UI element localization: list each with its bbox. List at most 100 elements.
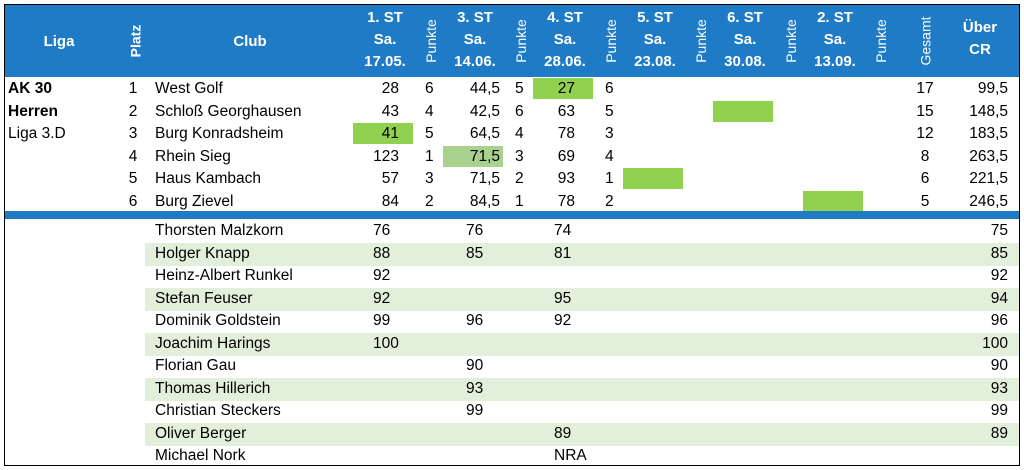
player-score-round-3: 93 [466,380,484,397]
score-round-4: 78 [557,193,575,210]
club-cell: West Golf [155,80,223,97]
club-cell: Haus Kambach [155,170,261,187]
platz-cell: 6 [128,193,138,210]
player-name: Thomas Hillerich [155,380,271,397]
punkte-round-4: 4 [605,148,614,165]
player-cr: 94 [990,290,1008,307]
player-cr: 89 [990,425,1008,442]
header-platz: Platz [127,24,143,58]
player-cr: 90 [990,357,1008,374]
row-band [145,378,1019,401]
player-score-round-3: 85 [466,245,484,262]
score-round-3: 71,5 [469,148,500,165]
score-round-4: 69 [557,148,575,165]
player-score-round-4: 81 [554,245,572,262]
punkte-round-1: 3 [425,170,434,187]
punkte-round-4: 3 [605,125,614,142]
player-name: Michael Nork [155,447,246,464]
player-score-round-1: 92 [373,267,391,284]
row-band [145,333,1019,356]
gesamt-cell: 6 [920,170,930,187]
cr-cell: 99,5 [977,80,1008,97]
header-ueber-cr: Über CR [962,19,998,58]
player-score-round-3: 76 [466,222,484,239]
highlight-kambach-round-5 [623,168,683,189]
highlight-zievel-round-2 [803,191,863,212]
player-cr: 92 [990,267,1008,284]
header-punkte-3: Punkte [513,19,529,63]
platz-cell: 4 [128,148,138,165]
score-round-1: 57 [381,170,399,187]
player-cr [950,445,1008,465]
player-cr: 85 [990,245,1008,262]
player-score-round-4: 89 [554,425,572,442]
header-club: Club [233,32,267,50]
player-name: Thorsten Malzkorn [155,222,284,239]
score-round-1: 123 [373,148,399,165]
gesamt-cell: 12 [916,125,934,142]
punkte-round-1: 2 [425,193,434,210]
cr-cell: 183,5 [969,125,1008,142]
club-cell: Schloß Georghausen [155,103,302,120]
liga-line-3: Liga 3.D [8,125,66,142]
player-score-round-1: 88 [373,245,391,262]
score-round-1: 28 [381,80,399,97]
cr-cell: 246,5 [969,193,1008,210]
highlight-rhein-sieg-round-3 [443,146,503,167]
punkte-round-3: 2 [515,170,524,187]
header-round-3: 3. ST Sa. 14.06. [454,9,496,70]
score-round-3: 44,5 [469,80,500,97]
player-name: Stefan Feuser [155,290,253,307]
header-round-1: 1. ST Sa. 17.05. [364,9,406,70]
player-cr: 93 [990,380,1008,397]
league-table: Liga Platz Club 1. ST Sa. 17.05. Punkte 3.… [4,4,1020,466]
player-name: Holger Knapp [155,245,250,262]
punkte-round-4: 1 [605,170,614,187]
player-score-round-1: 76 [373,222,391,239]
punkte-round-1: 6 [425,80,434,97]
player-cr: 99 [990,402,1008,419]
row-band [145,423,1019,446]
player-score-round-3: 96 [466,312,484,329]
score-round-4: 93 [557,170,575,187]
highlight-west-golf-round-4 [533,78,593,99]
gesamt-cell: 8 [920,148,930,165]
liga-line-1: AK 30 [8,80,52,97]
row-band [145,288,1019,311]
header-punkte-5: Punkte [693,19,709,63]
player-name: Oliver Berger [155,425,247,442]
highlight-schloss-round-6 [713,101,773,122]
player-score-round-3: 90 [466,357,484,374]
header-round-5: 5. ST Sa. 23.08. [634,9,676,70]
player-score-round-4: 74 [554,222,572,239]
score-round-3: 42,5 [469,103,500,120]
punkte-round-4: 6 [605,80,614,97]
header-liga: Liga [43,32,75,50]
punkte-round-1: 5 [425,125,434,142]
cr-cell: 148,5 [969,103,1008,120]
punkte-round-3: 6 [515,103,524,120]
header-gesamt: Gesamt [917,16,934,66]
row-band [145,243,1019,266]
cr-cell: 263,5 [969,148,1008,165]
header-round-4: 4. ST Sa. 28.06. [544,9,586,70]
gesamt-cell: 17 [916,80,934,97]
platz-cell: 5 [128,170,138,187]
club-cell: Burg Konradsheim [155,125,284,142]
player-score-round-4: NRA [554,447,587,464]
player-cr: 75 [990,222,1008,239]
player-name: Joachim Harings [155,335,271,352]
punkte-round-1: 1 [425,148,434,165]
punkte-round-4: 5 [605,103,614,120]
header-punkte-6: Punkte [783,19,799,63]
header-round-2: 2. ST Sa. 13.09. [814,9,856,70]
player-name: Heinz-Albert Runkel [155,267,293,284]
header-round-6: 6. ST Sa. 30.08. [724,9,766,70]
score-round-1: 84 [381,193,399,210]
platz-cell: 2 [128,103,138,120]
gesamt-cell: 15 [916,103,934,120]
platz-cell: 3 [128,125,138,142]
score-round-3: 84,5 [469,193,500,210]
punkte-round-3: 4 [515,125,524,142]
score-round-3: 64,5 [469,125,500,142]
